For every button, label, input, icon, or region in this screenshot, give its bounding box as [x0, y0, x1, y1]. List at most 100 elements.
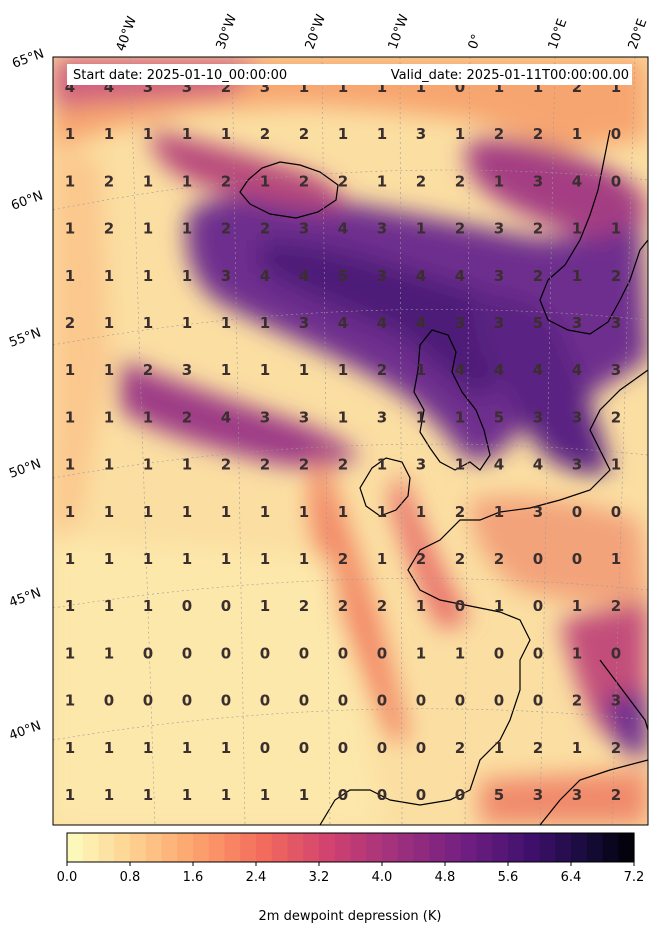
grid-value-r4-c2: 1 [143, 267, 153, 285]
graticule-meridian-20e [611, 57, 636, 825]
grid-value-r0-c7: 1 [338, 78, 348, 96]
grid-value-r8-c12: 4 [533, 456, 543, 474]
iceland-coastline [239, 161, 339, 219]
grid-value-r10-c6: 1 [299, 550, 309, 568]
colorbar-segment-14 [287, 833, 304, 862]
grid-value-r4-c4: 3 [221, 267, 231, 285]
grid-value-r13-c7: 0 [338, 692, 348, 710]
colorbar-segment-17 [334, 833, 352, 862]
grid-value-r9-c9: 1 [416, 503, 426, 521]
grid-value-r5-c5: 1 [260, 314, 270, 332]
grid-value-r7-c0: 1 [65, 408, 75, 426]
graticule-meridian-30w [231, 57, 246, 825]
grid-value-r2-c11: 1 [494, 172, 504, 190]
grid-value-r3-c0: 1 [65, 220, 75, 238]
grid-value-r10-c12: 0 [533, 550, 543, 568]
grid-value-r0-c3: 3 [182, 78, 192, 96]
grid-value-r1-c3: 1 [182, 125, 192, 143]
grid-value-r13-c13: 2 [572, 692, 582, 710]
grid-value-r0-c8: 1 [377, 78, 387, 96]
graticule-meridian-0 [464, 57, 471, 825]
grid-value-r8-c8: 1 [377, 456, 387, 474]
colorbar-segment-27 [492, 833, 509, 862]
grid-value-r4-c14: 2 [611, 267, 621, 285]
grid-value-r7-c7: 1 [338, 408, 348, 426]
grid-value-r13-c10: 0 [455, 692, 465, 710]
grid-value-r3-c6: 3 [299, 220, 309, 238]
colorbar-title: 2m dewpoint depression (K) [259, 909, 442, 924]
grid-value-r4-c3: 1 [182, 267, 192, 285]
grid-value-r6-c6: 1 [299, 361, 309, 379]
grid-value-r12-c6: 0 [299, 644, 309, 662]
grid-value-r12-c12: 0 [533, 644, 543, 662]
colorbar-segment-12 [256, 833, 273, 862]
grid-value-r10-c8: 1 [377, 550, 387, 568]
grid-value-r11-c7: 2 [338, 597, 348, 615]
grid-value-r14-c2: 1 [143, 739, 153, 757]
grid-value-r6-c7: 1 [338, 361, 348, 379]
lat-label-50n: 50°N [7, 456, 43, 481]
norway-coastline [539, 129, 648, 335]
colorbar-segment-30 [539, 833, 556, 862]
lat-label-60n: 60°N [9, 188, 45, 213]
grid-value-r7-c14: 2 [611, 408, 621, 426]
grid-value-r2-c1: 2 [104, 172, 114, 190]
grid-value-r3-c4: 2 [221, 220, 231, 238]
grid-value-r2-c12: 3 [533, 172, 543, 190]
grid-value-r8-c13: 3 [572, 456, 582, 474]
grid-value-r10-c14: 1 [611, 550, 621, 568]
colorbar-segment-7 [177, 833, 194, 862]
colorbar-segment-35 [618, 833, 635, 862]
longitude-labels: 40°W 30°W 20°W 10°W 0° 10°E 20°E [114, 12, 651, 53]
grid-value-r15-c11: 5 [494, 786, 504, 804]
grid-value-r14-c10: 2 [455, 739, 465, 757]
grid-value-r10-c11: 2 [494, 550, 504, 568]
grid-value-r9-c6: 1 [299, 503, 309, 521]
grid-value-r8-c11: 4 [494, 456, 504, 474]
grid-value-r7-c12: 3 [533, 408, 543, 426]
grid-value-r12-c10: 1 [455, 644, 465, 662]
grid-value-r4-c8: 3 [377, 267, 387, 285]
grid-value-r6-c0: 1 [65, 361, 75, 379]
grid-value-r7-c8: 3 [377, 408, 387, 426]
colorbar-ticks: 0.0 0.8 1.6 2.4 3.2 4.0 4.8 5.6 6.4 7.2 [57, 862, 644, 885]
grid-value-r12-c9: 1 [416, 644, 426, 662]
grid-value-r9-c2: 1 [143, 503, 153, 521]
grid-value-r2-c14: 0 [611, 172, 621, 190]
colorbar-segment-32 [571, 833, 588, 862]
grid-value-r10-c0: 1 [65, 550, 75, 568]
grid-value-r11-c5: 1 [260, 597, 270, 615]
graticule-meridian-20w [321, 57, 331, 825]
grid-value-r9-c4: 1 [221, 503, 231, 521]
grid-value-r4-c7: 5 [338, 267, 348, 285]
grid-value-r11-c4: 0 [221, 597, 231, 615]
grid-value-r6-c9: 1 [416, 361, 426, 379]
grid-value-r6-c14: 3 [611, 361, 621, 379]
grid-value-r9-c11: 1 [494, 503, 504, 521]
grid-value-r3-c11: 3 [494, 220, 504, 238]
grid-value-r4-c9: 4 [416, 267, 426, 285]
grid-value-r12-c13: 1 [572, 644, 582, 662]
grid-value-r10-c1: 1 [104, 550, 114, 568]
grid-value-r6-c13: 4 [572, 361, 582, 379]
grid-value-r15-c4: 1 [221, 786, 231, 804]
grid-value-r8-c2: 1 [143, 456, 153, 474]
grid-value-r0-c5: 3 [260, 78, 270, 96]
italy-coastline [599, 659, 648, 731]
grid-value-r1-c14: 0 [611, 125, 621, 143]
grid-value-r6-c5: 1 [260, 361, 270, 379]
colorbar-tick-label-8: 6.4 [561, 870, 582, 885]
grid-value-r15-c1: 1 [104, 786, 114, 804]
grid-value-r12-c14: 0 [611, 644, 621, 662]
grid-value-r1-c9: 3 [416, 125, 426, 143]
grid-value-r9-c10: 2 [455, 503, 465, 521]
grid-value-r14-c13: 1 [572, 739, 582, 757]
grid-value-r5-c8: 4 [377, 314, 387, 332]
grid-value-r7-c6: 3 [299, 408, 309, 426]
grid-value-r8-c5: 2 [260, 456, 270, 474]
lat-label-65n: 65°N [10, 46, 46, 71]
grid-value-r10-c7: 2 [338, 550, 348, 568]
grid-value-r11-c2: 1 [143, 597, 153, 615]
grid-value-r1-c0: 1 [65, 125, 75, 143]
